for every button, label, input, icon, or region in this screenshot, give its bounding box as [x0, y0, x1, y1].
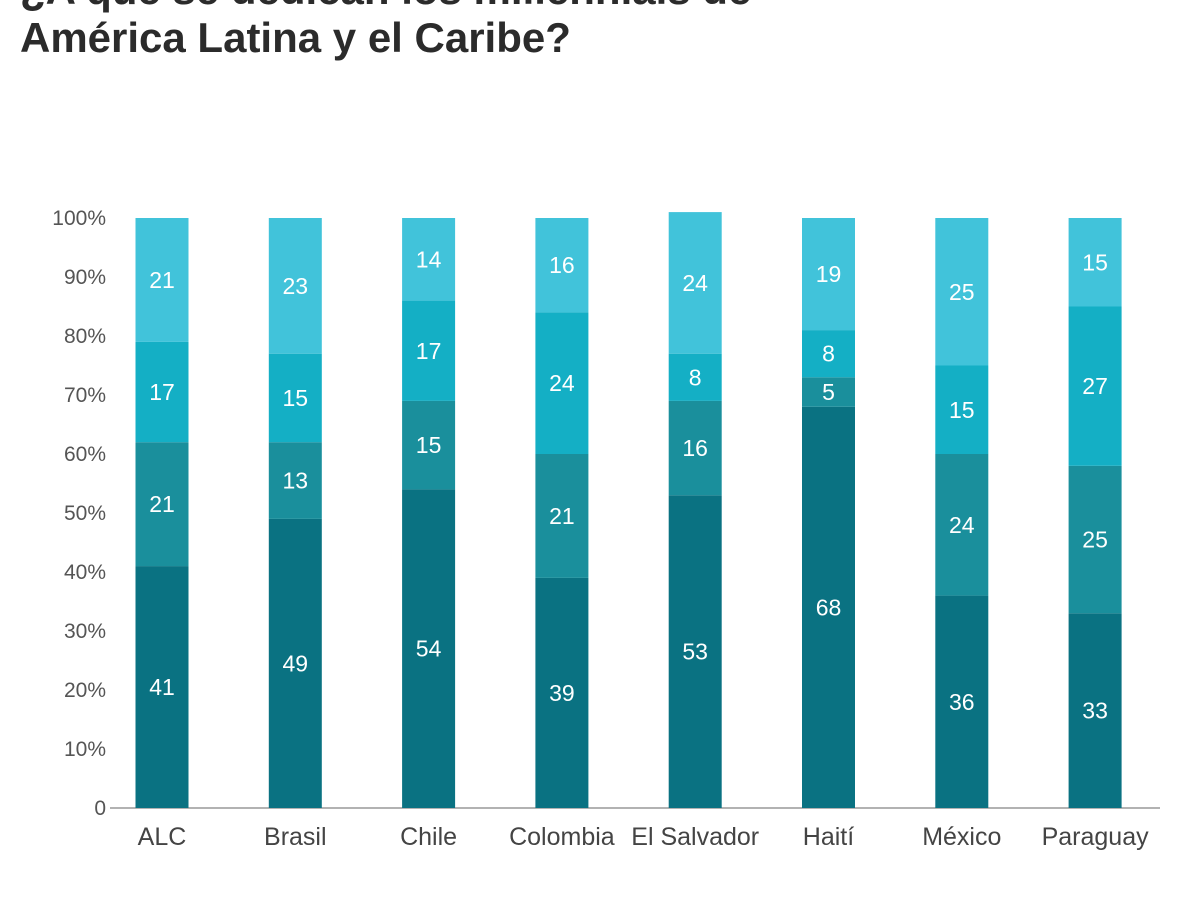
chart-title-line-2: América Latina y el Caribe?	[20, 14, 571, 61]
data-label: 24	[682, 270, 708, 296]
data-label: 14	[416, 246, 442, 272]
bar-segment	[402, 489, 456, 808]
y-tick-label: 20%	[64, 679, 106, 702]
y-tick-label: 100%	[52, 207, 106, 230]
data-label: 8	[689, 364, 702, 390]
bar-segment	[535, 218, 589, 313]
bar-segment	[935, 595, 989, 808]
data-label: 15	[416, 432, 442, 458]
data-label: 16	[549, 252, 575, 278]
x-tick-label: Chile	[400, 823, 457, 851]
x-tick-label: Paraguay	[1042, 823, 1150, 851]
bar-segment	[535, 312, 589, 454]
data-label: 13	[283, 468, 309, 494]
x-tick-label: Colombia	[509, 823, 615, 851]
bar-segment	[1068, 465, 1122, 614]
data-label: 54	[416, 636, 442, 662]
data-label: 49	[283, 650, 309, 676]
bar-segment	[402, 400, 456, 490]
bar-segment	[935, 218, 989, 366]
bar-group: 33 25 27 15	[1068, 218, 1122, 808]
bar-segment	[1068, 306, 1122, 466]
bar-group: 54 15 17 14	[402, 218, 456, 808]
bar-segment	[535, 577, 589, 808]
bars: 41 21 17 21 49 13 15 23 54 15 17 14 39 21 24 16 53 16 8 24 6…	[135, 212, 1122, 808]
y-tick-label: 90%	[64, 266, 106, 289]
bar-group: 53 16 8 24	[668, 212, 722, 808]
bar-segment	[135, 341, 189, 443]
data-label: 21	[149, 491, 175, 517]
bar-segment	[135, 442, 189, 567]
x-axis: ALC Brasil Chile Colombia El Salvador Haití Mé…	[110, 807, 1160, 851]
bar-segment	[935, 365, 989, 454]
chart-title: ¿A qué se dedican los millennials de Amé…	[20, 0, 1180, 62]
y-tick-label: 80%	[64, 325, 106, 348]
bar-segment	[268, 518, 322, 808]
bar-segment	[268, 442, 322, 519]
data-label: 21	[549, 503, 575, 529]
bar-group: 36 24 15 25	[935, 218, 989, 808]
x-tick-label: México	[922, 823, 1001, 851]
bar-segment	[668, 212, 722, 354]
chart-title-line-1: ¿A qué se dedican los millennials de	[20, 0, 1180, 14]
bar-group: 41 21 17 21	[135, 218, 189, 808]
bar-segment	[402, 300, 456, 401]
x-tick-label: ALC	[138, 823, 187, 851]
y-tick-label: 10%	[64, 738, 106, 761]
data-label: 33	[1082, 698, 1108, 724]
data-label: 17	[149, 379, 175, 405]
bar-segment	[135, 218, 189, 342]
data-label: 21	[149, 267, 175, 293]
data-label: 17	[416, 338, 442, 364]
bar-group: 68 5 8 19	[802, 218, 855, 808]
data-label: 27	[1082, 373, 1108, 399]
y-tick-label: 70%	[64, 384, 106, 407]
data-label: 15	[949, 397, 975, 423]
bar-group: 49 13 15 23	[268, 218, 322, 808]
data-label: 68	[816, 594, 842, 620]
y-tick-label: 60%	[64, 443, 106, 466]
data-label: 23	[283, 273, 309, 299]
bar-segment	[802, 406, 855, 808]
data-label: 36	[949, 689, 975, 715]
y-tick-label: 40%	[64, 561, 106, 584]
bar-segment	[802, 330, 855, 378]
x-tick-label: Brasil	[264, 823, 327, 851]
data-label: 53	[682, 639, 708, 665]
bar-segment	[535, 454, 589, 578]
x-tick-label: El Salvador	[631, 823, 759, 851]
bar-segment	[668, 400, 722, 496]
data-label: 25	[1082, 527, 1108, 553]
y-tick-label: 0	[94, 797, 106, 820]
data-label: 24	[549, 370, 575, 396]
bar-segment	[802, 377, 855, 407]
bar-segment	[1068, 218, 1122, 307]
bar-segment	[402, 218, 456, 301]
bar-segment	[268, 218, 322, 354]
data-label: 15	[283, 385, 309, 411]
bar-segment	[668, 495, 722, 808]
x-tick-label: Haití	[803, 823, 854, 851]
bar-segment	[268, 353, 322, 443]
y-axis: 0 10% 20% 30% 40% 50% 60% 70% 80% 90% 100%	[52, 207, 106, 820]
bar-segment	[935, 454, 989, 596]
data-label: 41	[149, 674, 175, 700]
data-label: 39	[549, 680, 575, 706]
data-label: 15	[1082, 249, 1108, 275]
bar-segment	[668, 353, 722, 401]
data-label: 25	[949, 279, 975, 305]
data-label: 5	[822, 379, 835, 405]
data-label: 24	[949, 512, 975, 538]
data-label: 16	[682, 435, 708, 461]
bar-segment	[802, 218, 855, 331]
data-label: 19	[816, 261, 842, 287]
y-tick-label: 50%	[64, 502, 106, 525]
data-label: 8	[822, 341, 835, 367]
y-tick-label: 30%	[64, 620, 106, 643]
bar-segment	[1068, 613, 1122, 808]
bar-segment	[135, 566, 189, 808]
bar-group: 39 21 24 16	[535, 218, 589, 808]
